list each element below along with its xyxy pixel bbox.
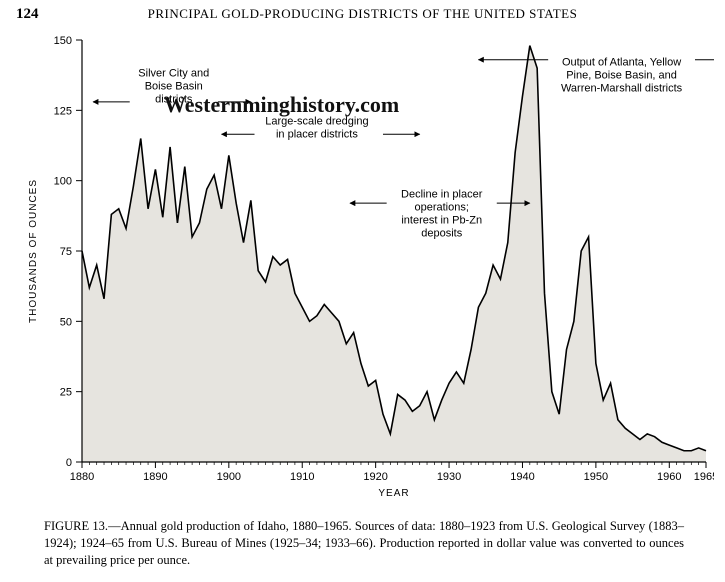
x-tick-label: 1960: [657, 471, 681, 483]
gold-production-chart: 0 25 50 75 100 125 150 1880 1890 1900 1910 1920 1930…: [14, 30, 714, 510]
x-axis-label: YEAR: [378, 488, 409, 499]
page-title: PRINCIPAL GOLD-PRODUCING DISTRICTS OF TH…: [0, 6, 725, 22]
y-axis-label: THOUSANDS OF OUNCES: [28, 179, 39, 323]
annotation-silver-city: districts: [155, 94, 193, 106]
y-tick-label: 75: [60, 246, 72, 258]
annotation-silver-city: Silver City and: [138, 68, 209, 80]
x-tick-label: 1900: [217, 471, 241, 483]
y-tick-label: 125: [54, 105, 72, 117]
x-tick-label: 1965: [694, 471, 714, 483]
caption-text: —Annual gold production of Idaho, 1880–1…: [44, 519, 684, 567]
y-tick-label: 150: [54, 35, 72, 47]
annotation-decline-placer: operations;: [414, 202, 468, 214]
x-tick-label: 1950: [584, 471, 608, 483]
annotation-decline-placer: interest in Pb-Zn: [401, 215, 482, 227]
x-tick-label: 1880: [70, 471, 94, 483]
y-tick-label: 0: [66, 457, 72, 469]
y-tick-label: 25: [60, 387, 72, 399]
x-tick-label: 1930: [437, 471, 461, 483]
annotation-silver-city: Boise Basin: [145, 81, 203, 93]
annotation-output-atlanta: Output of Atlanta, Yellow: [562, 56, 681, 68]
caption-label: FIGURE 13.: [44, 519, 108, 533]
figure-caption: FIGURE 13.—Annual gold production of Ida…: [44, 518, 684, 569]
annotation-decline-placer: Decline in placer: [401, 189, 483, 201]
area-fill: [82, 46, 706, 462]
annotation-decline-placer: deposits: [421, 228, 462, 240]
chart-container: 0 25 50 75 100 125 150 1880 1890 1900 1910 1920 1930…: [14, 30, 714, 510]
y-tick-label: 100: [54, 176, 72, 188]
x-tick-label: 1910: [290, 471, 314, 483]
page: 124 PRINCIPAL GOLD-PRODUCING DISTRICTS O…: [0, 0, 725, 582]
x-tick-label: 1920: [363, 471, 387, 483]
x-tick-label: 1890: [143, 471, 167, 483]
annotation-large-scale-dredging: in placer districts: [276, 128, 358, 140]
annotation-large-scale-dredging: Large-scale dredging: [265, 115, 368, 127]
annotation-output-atlanta: Warren-Marshall districts: [561, 82, 683, 94]
annotation-output-atlanta: Pine, Boise Basin, and: [566, 69, 677, 81]
x-tick-label: 1940: [510, 471, 534, 483]
y-tick-label: 50: [60, 316, 72, 328]
